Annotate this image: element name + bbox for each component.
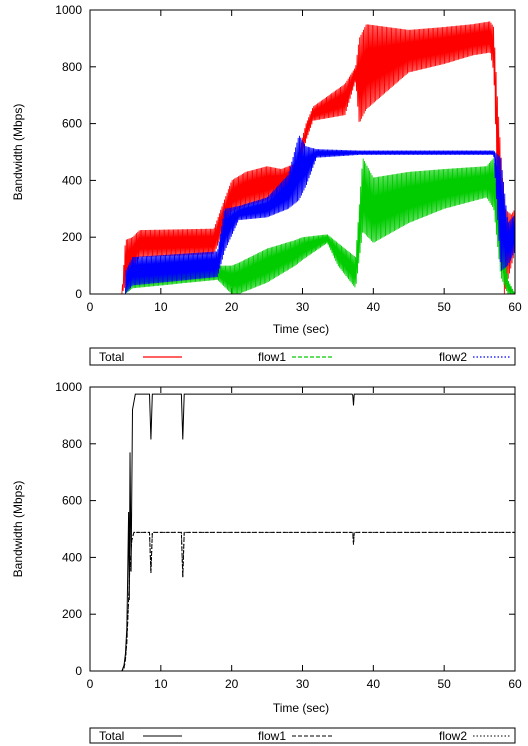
x-tick-label: 40 xyxy=(367,300,381,314)
chart-bottom: Bandwidth (Mbps) Time (sec) 0 10 20 30 40 50 6… xyxy=(11,380,522,744)
y-tick-label: 200 xyxy=(62,230,82,244)
series-bottom-total xyxy=(90,393,515,672)
series-top-flow2 xyxy=(124,135,516,295)
x-tick-label: 30 xyxy=(296,677,310,691)
y-tick-label: 1000 xyxy=(55,3,82,17)
series-top-flow1 xyxy=(124,158,516,295)
y-tick-label: 1000 xyxy=(55,380,82,394)
chart-top: Bandwidth (Mbps) Time (sec) 0 10 20 30 40 50 6… xyxy=(11,3,522,366)
x-tick-label: 10 xyxy=(154,300,168,314)
chart-top-xlabel: Time (sec) xyxy=(273,322,329,336)
x-tick-label: 50 xyxy=(437,300,451,314)
x-tick-label: 10 xyxy=(154,677,168,691)
chart-bottom-legend xyxy=(89,727,516,744)
chart-bottom-xlabel: Time (sec) xyxy=(273,701,329,715)
x-tick-label: 0 xyxy=(87,300,94,314)
x-tick-label: 20 xyxy=(225,300,239,314)
y-tick-label: 0 xyxy=(75,664,82,678)
legend-top-total-label: Total xyxy=(99,350,124,364)
y-tick-label: 400 xyxy=(62,173,82,187)
x-tick-label: 40 xyxy=(367,677,381,691)
x-tick-label: 30 xyxy=(296,300,310,314)
x-tick-label: 0 xyxy=(87,677,94,691)
y-tick-label: 800 xyxy=(62,60,82,74)
legend-top-flow2-label: flow2 xyxy=(439,350,467,364)
y-tick-label: 400 xyxy=(62,550,82,564)
x-tick-label: 20 xyxy=(225,677,239,691)
chart-top-legend xyxy=(89,347,516,366)
y-tick-label: 800 xyxy=(62,437,82,451)
series-top-total xyxy=(121,21,516,295)
legend-top-flow1-label: flow1 xyxy=(258,350,286,364)
y-tick-label: 600 xyxy=(62,494,82,508)
x-tick-label: 60 xyxy=(508,300,522,314)
y-tick-label: 600 xyxy=(62,117,82,131)
legend-bottom-flow1-label: flow1 xyxy=(258,729,286,743)
chart-bottom-ylabel: Bandwidth (Mbps) xyxy=(11,481,25,578)
legend-bottom-total-label: Total xyxy=(99,729,124,743)
y-tick-label: 0 xyxy=(75,287,82,301)
chart-top-ylabel: Bandwidth (Mbps) xyxy=(11,104,25,201)
x-tick-label: 60 xyxy=(508,677,522,691)
y-tick-label: 200 xyxy=(62,607,82,621)
legend-bottom-flow2-label: flow2 xyxy=(439,729,467,743)
series-bottom-flow2 xyxy=(90,531,515,672)
series-bottom-flow1 xyxy=(90,531,515,672)
chart-bottom-frame xyxy=(89,386,516,672)
chart-top-frame xyxy=(89,9,516,295)
x-tick-label: 50 xyxy=(437,677,451,691)
